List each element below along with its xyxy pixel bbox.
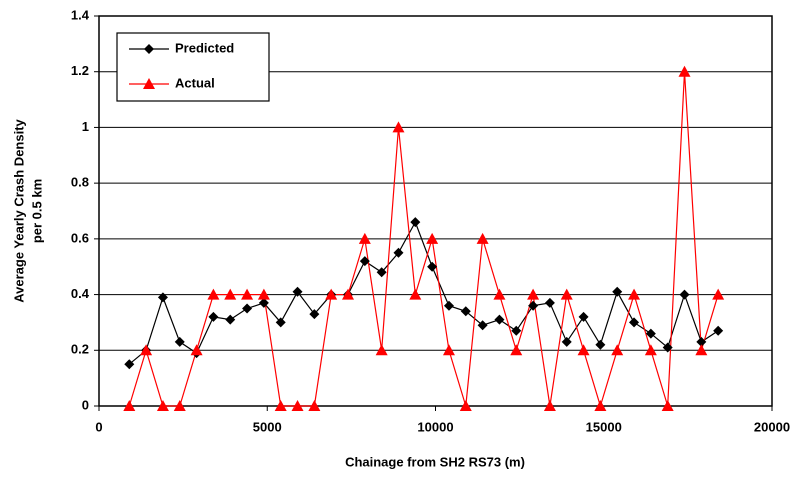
data-point: [359, 256, 370, 267]
data-point: [679, 289, 690, 300]
data-point: [207, 288, 220, 300]
data-point: [510, 344, 523, 356]
data-point: [494, 314, 505, 325]
data-point: [629, 317, 640, 328]
plot-border: [98, 15, 773, 407]
data-point: [578, 311, 589, 322]
data-point: [612, 286, 623, 297]
data-point: [376, 267, 387, 278]
data-point: [628, 288, 641, 300]
y-axis-title: Average Yearly Crash Density: [11, 118, 26, 302]
y-tick-label: 1: [82, 119, 89, 134]
data-point: [291, 400, 304, 411]
y-tick-label: 0: [82, 397, 89, 412]
data-point: [443, 300, 454, 311]
legend-marker: [143, 78, 155, 89]
x-tick-label: 10000: [417, 419, 453, 434]
x-tick-label: 15000: [586, 419, 622, 434]
data-point: [342, 288, 355, 300]
data-point: [173, 400, 186, 411]
data-point: [560, 288, 573, 300]
data-point: [511, 325, 522, 336]
data-point: [595, 339, 606, 350]
data-point: [325, 288, 338, 300]
data-point: [292, 286, 303, 297]
data-point: [426, 232, 439, 244]
data-point: [275, 317, 286, 328]
y-tick-label: 0.2: [71, 342, 89, 357]
data-point: [427, 261, 438, 272]
data-point: [577, 344, 590, 356]
data-point: [190, 344, 203, 356]
data-point: [224, 288, 237, 300]
legend-box: [116, 32, 270, 102]
data-point: [375, 344, 388, 356]
data-point: [225, 314, 236, 325]
data-point: [661, 400, 674, 411]
data-point: [645, 328, 656, 339]
x-tick-label: 0: [95, 419, 102, 434]
y-tick-label: 0.8: [71, 175, 89, 190]
data-point: [140, 344, 153, 356]
data-point: [662, 342, 673, 353]
data-point: [124, 359, 135, 370]
data-point: [208, 311, 219, 322]
data-point: [528, 300, 539, 311]
data-point: [543, 400, 556, 411]
data-point: [309, 309, 320, 320]
data-point: [611, 344, 624, 356]
legend-label: Predicted: [175, 40, 234, 55]
y-tick-label: 1.4: [71, 7, 90, 22]
data-point: [157, 292, 168, 303]
data-point: [476, 232, 489, 244]
data-point: [258, 297, 269, 308]
data-point: [696, 336, 707, 347]
data-point: [156, 400, 169, 411]
y-tick-label: 0.4: [71, 286, 90, 301]
y-tick-label: 0.6: [71, 230, 89, 245]
data-point: [410, 217, 421, 228]
data-point: [713, 325, 724, 336]
data-point: [712, 288, 725, 300]
data-point: [241, 288, 254, 300]
data-point: [393, 247, 404, 258]
data-point: [308, 400, 321, 411]
data-point: [695, 344, 708, 356]
data-point: [460, 306, 471, 317]
data-point: [678, 65, 691, 77]
data-point: [644, 344, 657, 356]
data-point: [174, 336, 185, 347]
data-point: [561, 336, 572, 347]
data-point: [459, 400, 472, 411]
legend-marker: [144, 44, 154, 54]
y-axis-title: per 0.5 km: [29, 179, 44, 243]
x-tick-label: 5000: [253, 419, 282, 434]
data-point: [544, 297, 555, 308]
x-axis-title: Chainage from SH2 RS73 (m): [345, 454, 525, 469]
legend-label: Actual: [175, 75, 215, 90]
data-point: [477, 320, 488, 331]
data-point: [442, 344, 455, 356]
data-point: [493, 288, 506, 300]
y-tick-label: 1.2: [71, 63, 89, 78]
data-point: [594, 400, 607, 411]
x-tick-label: 20000: [754, 419, 790, 434]
data-point: [257, 288, 270, 300]
data-point: [527, 288, 540, 300]
data-point: [123, 400, 136, 411]
data-point: [392, 121, 405, 133]
data-point: [274, 400, 287, 411]
data-point: [358, 232, 371, 244]
data-point: [409, 288, 422, 300]
data-point: [242, 303, 253, 314]
